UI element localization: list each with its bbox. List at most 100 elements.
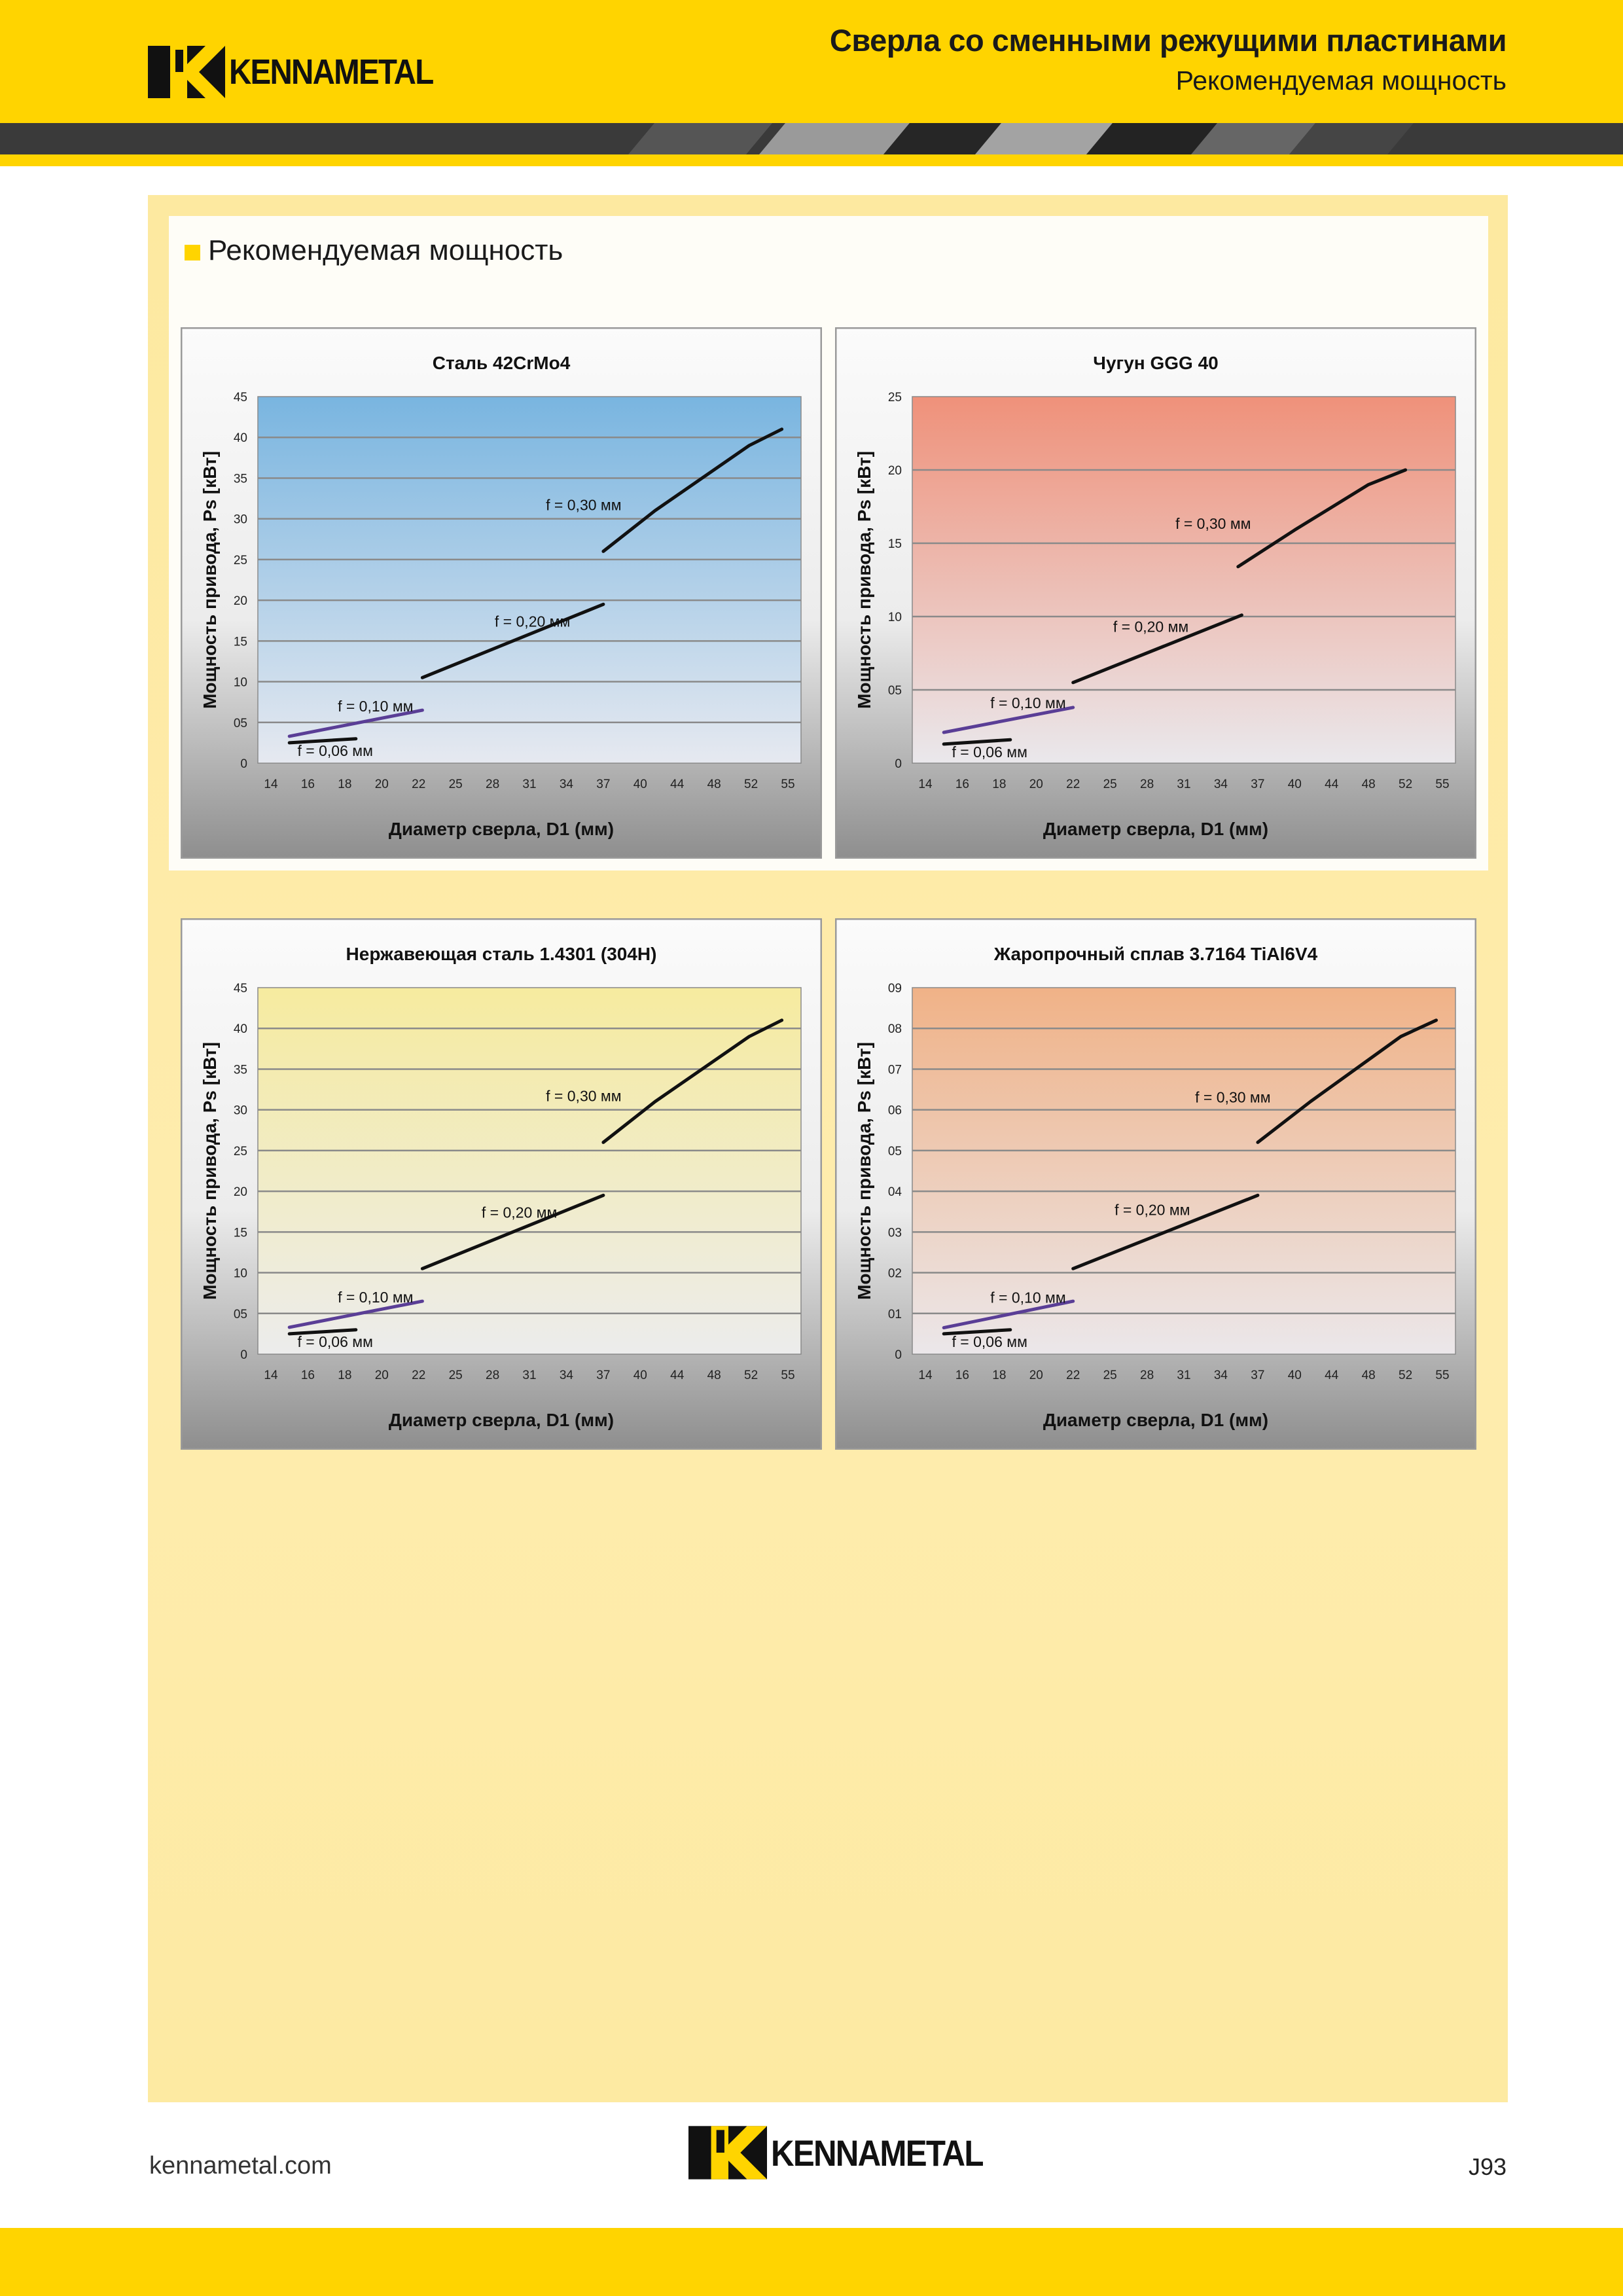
chart-title: Жаропрочный сплав 3.7164 TiAl6V4: [993, 944, 1318, 964]
x-tick-label: 18: [992, 1369, 1006, 1382]
series-label: f = 0,06 мм: [952, 1333, 1027, 1350]
x-tick-label: 34: [560, 778, 574, 791]
page-subtitle: Рекомендуемая мощность: [1175, 65, 1507, 96]
y-tick-label: 0: [240, 1348, 247, 1362]
series-line: [287, 708, 424, 738]
y-tick-label: 04: [888, 1185, 902, 1199]
x-tick-label: 31: [1177, 1369, 1190, 1382]
x-tick-label: 40: [1288, 778, 1302, 791]
kennametal-logo: KENNAMETAL: [148, 46, 461, 98]
x-tick-label: 55: [781, 778, 794, 791]
plot-area: [912, 396, 1456, 764]
y-tick-label: 25: [888, 391, 902, 404]
x-tick-label: 44: [1325, 778, 1339, 791]
series-line: [601, 1018, 784, 1144]
x-tick-label: 52: [1399, 778, 1412, 791]
x-axis-label: Диаметр сверла, D1 (мм): [1043, 1410, 1268, 1430]
x-tick-label: 40: [633, 1369, 647, 1382]
series-line: [1256, 1018, 1438, 1144]
y-tick-label: 10: [234, 676, 247, 690]
y-tick-label: 08: [888, 1022, 902, 1036]
chart-steel-42crmo4: Сталь 42CrMo4 0 05 10 15 20 25 30 35 40 45 14 16 18 20…: [181, 327, 822, 859]
series-label: f = 0,30 мм: [1195, 1088, 1270, 1105]
section-bullet-icon: [185, 245, 200, 260]
y-axis-label: Мощность привода, Ps [кВт]: [854, 1042, 874, 1300]
y-tick-label: 02: [888, 1267, 902, 1281]
series-line: [287, 737, 358, 745]
series-line: [287, 1328, 358, 1336]
series-line: [287, 1299, 424, 1329]
header-stripe: [0, 123, 1623, 154]
footer-bar: [0, 2228, 1623, 2296]
x-tick-label: 55: [781, 1369, 794, 1382]
x-tick-label: 31: [522, 1369, 536, 1382]
x-tick-label: 14: [264, 778, 278, 791]
series-line: [420, 1193, 605, 1270]
x-tick-label: 31: [1177, 778, 1190, 791]
series-line: [942, 1299, 1075, 1330]
x-tick-label: 22: [1066, 1369, 1080, 1382]
y-tick-label: 09: [888, 982, 902, 996]
y-tick-label: 01: [888, 1308, 902, 1321]
series-line: [1236, 468, 1408, 569]
x-tick-label: 31: [522, 778, 536, 791]
x-tick-label: 44: [670, 778, 685, 791]
y-tick-label: 25: [234, 1145, 247, 1158]
x-tick-label: 44: [670, 1369, 685, 1382]
chart-svg: Чугун GGG 40 0 05 10 15 20 25 14 16 18 20 22 25 28 31 3…: [835, 327, 1476, 859]
y-tick-label: 20: [234, 1185, 247, 1199]
y-tick-label: 15: [888, 537, 902, 551]
x-tick-label: 20: [375, 1369, 389, 1382]
chart-title: Сталь 42CrMo4: [433, 353, 571, 373]
y-tick-label: 30: [234, 513, 247, 527]
series-label: f = 0,20 мм: [1115, 1201, 1190, 1218]
y-axis-label: Мощность привода, Ps [кВт]: [854, 451, 874, 709]
y-tick-label: 05: [888, 684, 902, 698]
series-label: f = 0,20 мм: [495, 613, 570, 630]
x-axis-label: Диаметр сверла, D1 (мм): [1043, 819, 1268, 839]
x-tick-label: 20: [1029, 1369, 1043, 1382]
y-tick-label: 10: [888, 611, 902, 624]
y-tick-label: 20: [234, 594, 247, 608]
x-tick-label: 18: [338, 1369, 351, 1382]
series-line: [1071, 1193, 1260, 1270]
y-tick-label: 03: [888, 1226, 902, 1240]
y-tick-label: 35: [234, 472, 247, 486]
x-axis-label: Диаметр сверла, D1 (мм): [389, 819, 614, 839]
x-tick-label: 37: [596, 1369, 610, 1382]
footer-kennametal-k-icon: [688, 2126, 767, 2179]
x-tick-label: 18: [992, 778, 1006, 791]
x-tick-label: 18: [338, 778, 351, 791]
x-tick-label: 16: [955, 1369, 969, 1382]
x-tick-label: 37: [1251, 778, 1264, 791]
x-tick-label: 34: [1214, 1369, 1228, 1382]
x-tick-label: 34: [1214, 778, 1228, 791]
y-tick-label: 45: [234, 391, 247, 404]
x-tick-label: 22: [412, 778, 425, 791]
x-tick-label: 28: [1140, 778, 1154, 791]
x-tick-label: 25: [1103, 778, 1117, 791]
y-axis-label: Мощность привода, Ps [кВт]: [200, 451, 220, 709]
series-line: [1071, 613, 1243, 685]
series-label: f = 0,06 мм: [298, 1333, 373, 1350]
plot-area: [912, 987, 1456, 1355]
chart-svg: Сталь 42CrMo4 0 05 10 15 20 25 30 35 40 45 14 16 18 20…: [181, 327, 822, 859]
x-tick-label: 16: [955, 778, 969, 791]
y-tick-label: 15: [234, 1226, 247, 1240]
y-tick-label: 05: [234, 1308, 247, 1321]
x-tick-label: 25: [449, 778, 463, 791]
chart-cast-iron-ggg40: Чугун GGG 40 0 05 10 15 20 25 14 16 18 20 22 25 28 31 3…: [835, 327, 1476, 859]
x-tick-label: 16: [301, 778, 315, 791]
series-line: [942, 738, 1012, 746]
x-tick-label: 44: [1325, 1369, 1339, 1382]
series-label: f = 0,06 мм: [952, 744, 1027, 761]
x-tick-label: 28: [486, 1369, 499, 1382]
y-tick-label: 20: [888, 464, 902, 478]
x-tick-label: 52: [744, 778, 758, 791]
y-axis-label: Мощность привода, Ps [кВт]: [200, 1042, 220, 1300]
chart-heat-resistant-tial6v4: Жаропрочный сплав 3.7164 TiAl6V4 0 01 02 03 0…: [835, 918, 1476, 1450]
x-tick-label: 28: [1140, 1369, 1154, 1382]
x-tick-label: 34: [560, 1369, 574, 1382]
x-tick-label: 48: [707, 778, 721, 791]
series-label: f = 0,10 мм: [990, 1289, 1065, 1306]
